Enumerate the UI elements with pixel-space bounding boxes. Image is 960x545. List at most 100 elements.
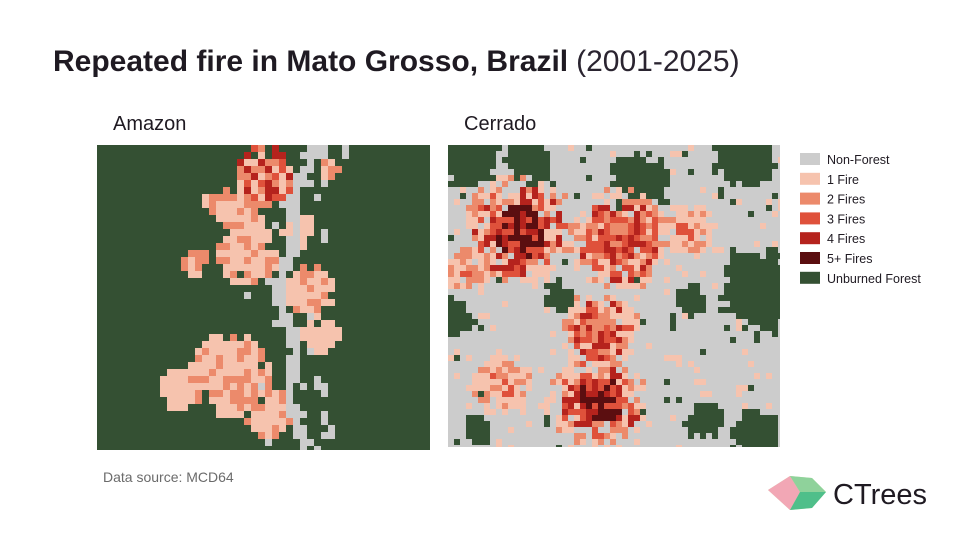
map-cell [448,271,454,277]
map-cell [502,301,508,307]
map-cell [676,211,682,217]
map-cell [604,205,610,211]
map-cell [580,439,586,445]
map-cell [640,271,646,277]
map-cell [598,415,604,421]
map-cell [550,217,556,223]
map-cell [496,361,502,367]
map-cell [742,271,748,277]
map-cell [293,173,300,180]
map-cell [664,199,670,205]
map-cell [448,295,454,301]
map-cell [520,223,526,229]
map-cell [610,301,616,307]
map-cell [568,229,574,235]
map-cell [724,175,730,181]
map-cell [272,152,279,159]
map-cell [574,319,580,325]
map-cell [616,163,622,169]
map-cell [748,433,754,439]
map-cell [328,299,335,306]
map-cell [742,415,748,421]
map-cell [466,319,472,325]
map-cell [454,253,460,259]
legend-label: 3 Fires [827,212,865,226]
map-cell [574,391,580,397]
map-cell [634,229,640,235]
legend-label: 2 Fires [827,193,865,207]
map-cell [556,301,562,307]
map-cell [286,320,293,327]
map-cell [496,445,502,447]
map-cell [574,307,580,313]
map-cell [484,193,490,199]
map-cell [514,211,520,217]
map-cell [532,247,538,253]
map-cell [478,193,484,199]
map-cell [258,166,265,173]
map-cell [676,445,682,447]
map-cell [712,283,718,289]
map-cell [321,320,328,327]
map-cell [628,157,634,163]
map-cell [230,271,237,278]
map-cell [760,439,766,445]
map-cell [478,235,484,241]
map-cell [307,348,314,355]
map-cell [670,241,676,247]
map-cell [279,278,286,285]
map-cell [478,415,484,421]
map-cell [550,295,556,301]
map-cell [454,331,460,337]
map-cell [466,151,472,157]
map-cell [568,301,574,307]
map-cell [598,367,604,373]
map-cell [766,445,772,447]
map-cell [490,271,496,277]
map-cell [454,145,460,151]
map-cell [736,385,742,391]
map-cell [640,409,646,415]
map-cell [604,349,610,355]
map-cell [580,361,586,367]
map-cell [300,229,307,236]
map-cell [706,427,712,433]
map-cell [586,253,592,259]
map-cell [622,343,628,349]
map-cell [634,325,640,331]
map-cell [244,348,251,355]
map-cell [314,313,321,320]
map-cell [526,367,532,373]
map-cell [230,194,237,201]
title: Repeated fire in Mato Grosso, Brazil (200… [53,45,740,78]
map-cell [694,367,700,373]
map-cell [237,173,244,180]
map-cell [520,367,526,373]
map-cell [628,337,634,343]
map-cell [321,292,328,299]
map-cell [616,247,622,253]
map-cell [251,348,258,355]
map-cell [568,289,574,295]
map-cell [694,415,700,421]
map-cell [748,295,754,301]
map-cell [694,241,700,247]
map-cell [321,383,328,390]
map-cell [514,199,520,205]
map-cell [314,145,321,152]
map-cell [286,250,293,257]
map-cell [742,313,748,319]
map-cell [592,349,598,355]
map-cell [556,217,562,223]
map-cell [592,325,598,331]
map-cell [223,215,230,222]
map-cell [712,433,718,439]
map-cell [460,265,466,271]
map-cell [754,337,760,343]
map-cell [766,433,772,439]
map-cell [265,397,272,404]
map-cell [230,222,237,229]
map-cell [286,404,293,411]
map-cell [556,241,562,247]
map-cell [772,259,778,265]
